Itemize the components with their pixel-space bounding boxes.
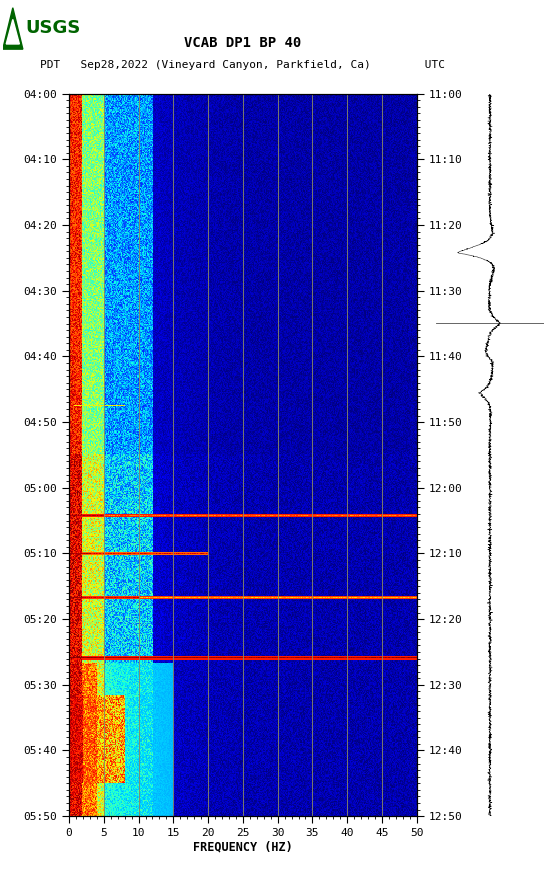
Text: VCAB DP1 BP 40: VCAB DP1 BP 40 — [184, 36, 301, 50]
Text: PDT   Sep28,2022 (Vineyard Canyon, Parkfield, Ca)        UTC: PDT Sep28,2022 (Vineyard Canyon, Parkfie… — [40, 60, 445, 70]
Polygon shape — [3, 8, 23, 49]
Text: USGS: USGS — [25, 20, 81, 37]
X-axis label: FREQUENCY (HZ): FREQUENCY (HZ) — [193, 841, 293, 854]
Polygon shape — [6, 20, 19, 44]
